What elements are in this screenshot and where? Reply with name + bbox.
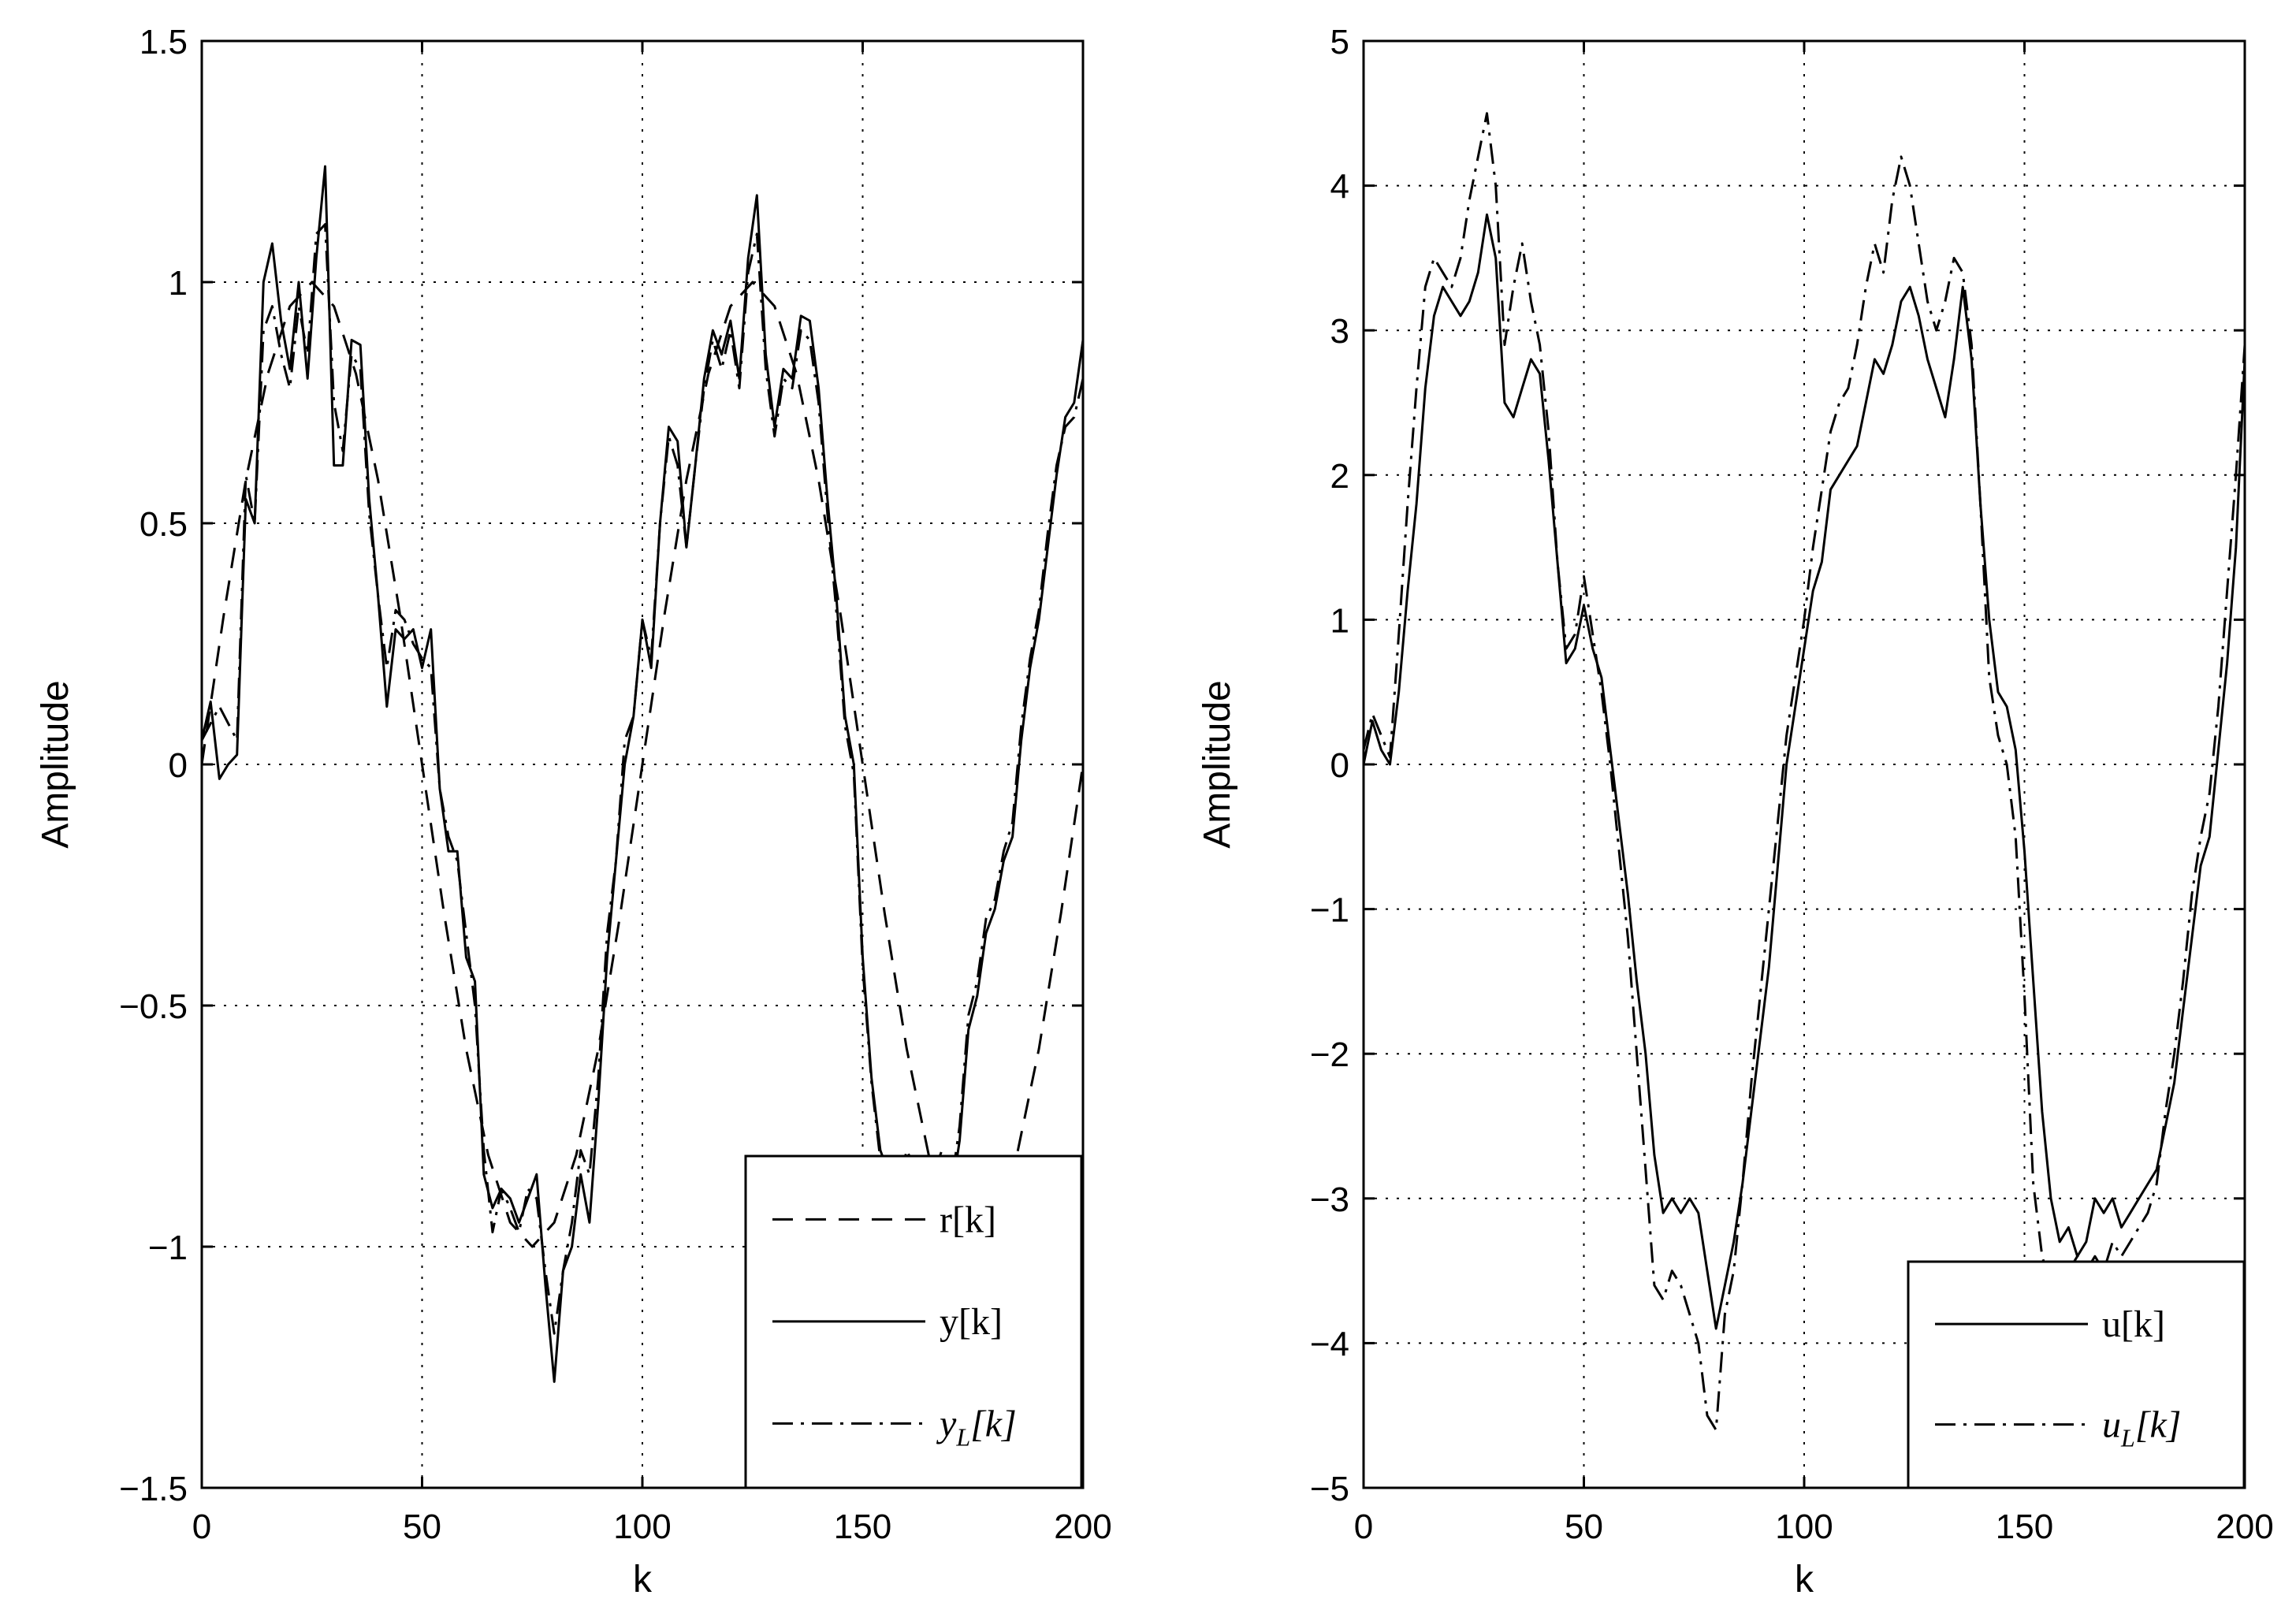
series-line-u xyxy=(1364,213,2245,1330)
x-tick-label: 50 xyxy=(1565,1508,1603,1546)
x-tick-label: 200 xyxy=(1054,1508,1111,1546)
series-line-uL xyxy=(1364,112,2245,1432)
y-tick-label: 1 xyxy=(1330,601,1349,640)
y-tick-label: −1 xyxy=(1310,891,1349,930)
x-tick-label: 150 xyxy=(1996,1508,2053,1546)
y-tick-label: 0 xyxy=(1330,746,1349,785)
x-axis-label: k xyxy=(1795,1559,1814,1601)
right-chart: 0 50 100 150 200 5 4 3 2 1 0 −1 −2 −3 −4 −5 k Amplitude u[… xyxy=(1196,23,2274,1601)
legend: u[k] uL[k] xyxy=(1907,1260,2246,1489)
y-tick-label: −1.5 xyxy=(119,1470,188,1508)
x-tick-label: 50 xyxy=(403,1508,441,1546)
y-tick-label: −2 xyxy=(1310,1035,1349,1074)
legend-label-uL: uL[k] xyxy=(2102,1404,2181,1452)
y-axis-label: Amplitude xyxy=(35,680,76,848)
y-tick-label: 1 xyxy=(169,264,188,303)
y-tick-label: 2 xyxy=(1330,457,1349,496)
y-tick-label: 4 xyxy=(1330,168,1349,206)
legend: r[k] y[k] yL[k] xyxy=(744,1154,1083,1489)
x-tick-label: 100 xyxy=(1775,1508,1833,1546)
series-group xyxy=(1364,112,2245,1432)
x-tick-label: 100 xyxy=(613,1508,671,1546)
y-tick-label: 0.5 xyxy=(140,505,188,544)
left-chart: 0 50 100 150 200 1.5 1 0.5 0 −0.5 −1 −1.5 k Amplitude… xyxy=(35,23,1112,1601)
y-tick-label: 5 xyxy=(1330,23,1349,61)
legend-box xyxy=(1907,1260,2246,1489)
legend-label-r: r[k] xyxy=(940,1199,996,1240)
x-tick-label: 0 xyxy=(1354,1508,1373,1546)
y-tick-label: −3 xyxy=(1310,1180,1349,1219)
y-tick-label: 0 xyxy=(169,746,188,785)
legend-label-yL: yL[k] xyxy=(936,1403,1017,1451)
y-tick-label: −5 xyxy=(1310,1470,1349,1508)
x-axis-label: k xyxy=(633,1559,653,1601)
y-axis-label: Amplitude xyxy=(1196,680,1238,848)
legend-label-u: u[k] xyxy=(2102,1303,2165,1345)
legend-label-y: y[k] xyxy=(940,1301,1003,1343)
x-tick-label: 150 xyxy=(834,1508,891,1546)
y-tick-label: 3 xyxy=(1330,312,1349,351)
y-tick-label: −1 xyxy=(148,1229,188,1267)
y-tick-label: −4 xyxy=(1310,1325,1349,1363)
y-tick-label: −0.5 xyxy=(119,987,188,1026)
y-tick-label: 1.5 xyxy=(140,23,188,61)
x-tick-label: 0 xyxy=(192,1508,211,1546)
x-tick-label: 200 xyxy=(2216,1508,2273,1546)
